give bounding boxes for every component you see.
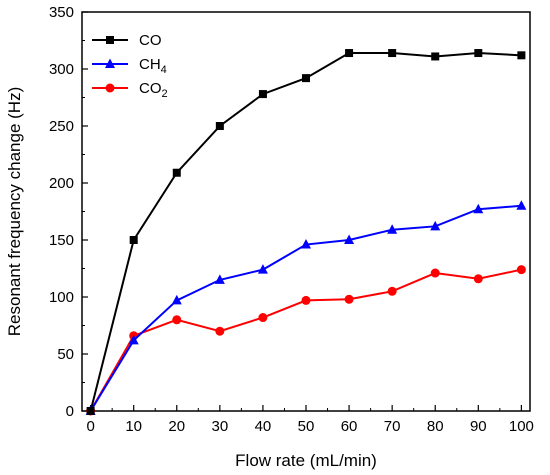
data-point (214, 274, 225, 284)
x-tick-label: 50 (298, 418, 315, 435)
y-tick-label: 100 (49, 289, 74, 306)
x-tick-label: 100 (509, 418, 534, 435)
y-axis-title: Resonant frequency change (Hz) (5, 87, 24, 336)
data-point (517, 51, 526, 60)
x-tick-label: 10 (125, 418, 142, 435)
series-line (89, 204, 522, 412)
data-point (172, 315, 182, 325)
data-point (516, 200, 527, 210)
x-tick-label: 40 (255, 418, 272, 435)
data-point (431, 52, 440, 61)
x-axis-title: Flow rate (mL/min) (235, 451, 377, 470)
series-layer (85, 49, 527, 416)
legend-item-ch4: CH4 (92, 56, 167, 76)
series-line (89, 52, 522, 412)
legend-item-co2: CO2 (92, 80, 168, 100)
x-tick-label: 60 (341, 418, 358, 435)
y-tick-label: 350 (49, 4, 74, 21)
data-point (345, 49, 354, 58)
legend-label-subscript: 4 (161, 64, 167, 76)
legend-marker (105, 58, 115, 68)
data-point (387, 286, 397, 296)
series-co (86, 49, 526, 415)
y-tick-label: 300 (49, 61, 74, 78)
data-point (473, 274, 483, 284)
data-point (344, 294, 354, 304)
series-line (89, 268, 522, 412)
data-point (388, 49, 397, 58)
series-ch4 (85, 200, 527, 415)
y-tick-label: 0 (66, 403, 74, 420)
legend-label-main: CO (139, 32, 162, 49)
data-point (516, 265, 526, 275)
series-co2 (86, 265, 526, 416)
y-tick-label: 150 (49, 232, 74, 249)
x-tick-label: 70 (384, 418, 401, 435)
data-point (301, 295, 311, 305)
data-point (128, 334, 139, 345)
x-tick-label: 80 (427, 418, 444, 435)
legend-marker (106, 36, 114, 44)
data-point (215, 326, 225, 336)
y-tick-label: 200 (49, 175, 74, 192)
x-tick-label: 30 (212, 418, 229, 435)
x-tick-label: 0 (86, 418, 94, 435)
data-point (474, 49, 483, 58)
data-point (301, 239, 311, 249)
data-point (129, 236, 138, 244)
data-point (344, 234, 355, 244)
data-point (430, 268, 440, 278)
data-point (215, 122, 224, 130)
legend-item-co: CO (92, 32, 162, 49)
data-point (257, 264, 268, 274)
legend-label: CO (139, 32, 162, 49)
y-tick-label: 250 (49, 118, 74, 135)
data-point (86, 407, 95, 415)
data-point (258, 90, 267, 99)
data-point (172, 168, 181, 177)
data-point (171, 294, 182, 305)
y-tick-label: 50 (57, 346, 74, 363)
data-point (258, 313, 268, 323)
data-point (387, 224, 398, 234)
data-point (473, 203, 484, 214)
legend-label-subscript: 2 (162, 88, 168, 100)
legend-label-main: CO (139, 80, 162, 97)
data-point (430, 220, 441, 231)
data-point (302, 74, 310, 83)
x-tick-label: 20 (168, 418, 185, 435)
x-tick-label: 90 (470, 418, 487, 435)
legend-label-main: CH (139, 56, 161, 73)
ticks-layer: 0 10 20 30 40 50 60 70 80 90 100 0 50 100 150 200 250 300… (49, 4, 534, 435)
legend-marker (105, 83, 115, 93)
legend-label: CO2 (139, 80, 168, 100)
legend-label: CH4 (139, 56, 167, 76)
